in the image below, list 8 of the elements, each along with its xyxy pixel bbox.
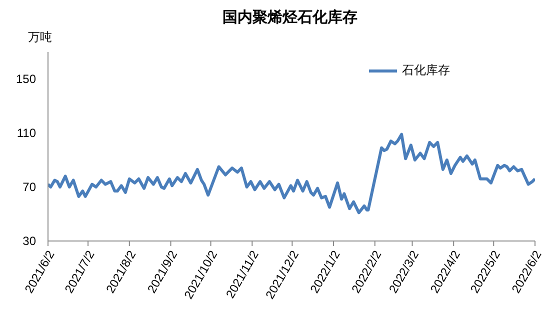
y-tick-label: 70 [22, 180, 36, 194]
y-tick-label: 30 [22, 234, 36, 248]
y-tick-label: 150 [16, 72, 36, 86]
y-tick-label: 110 [16, 126, 36, 140]
line-series [48, 132, 535, 214]
chart-title: 国内聚烯烃石化库存 [222, 8, 358, 27]
legend-label: 石化库存 [402, 62, 450, 79]
y-axis-title: 万吨 [28, 29, 52, 46]
